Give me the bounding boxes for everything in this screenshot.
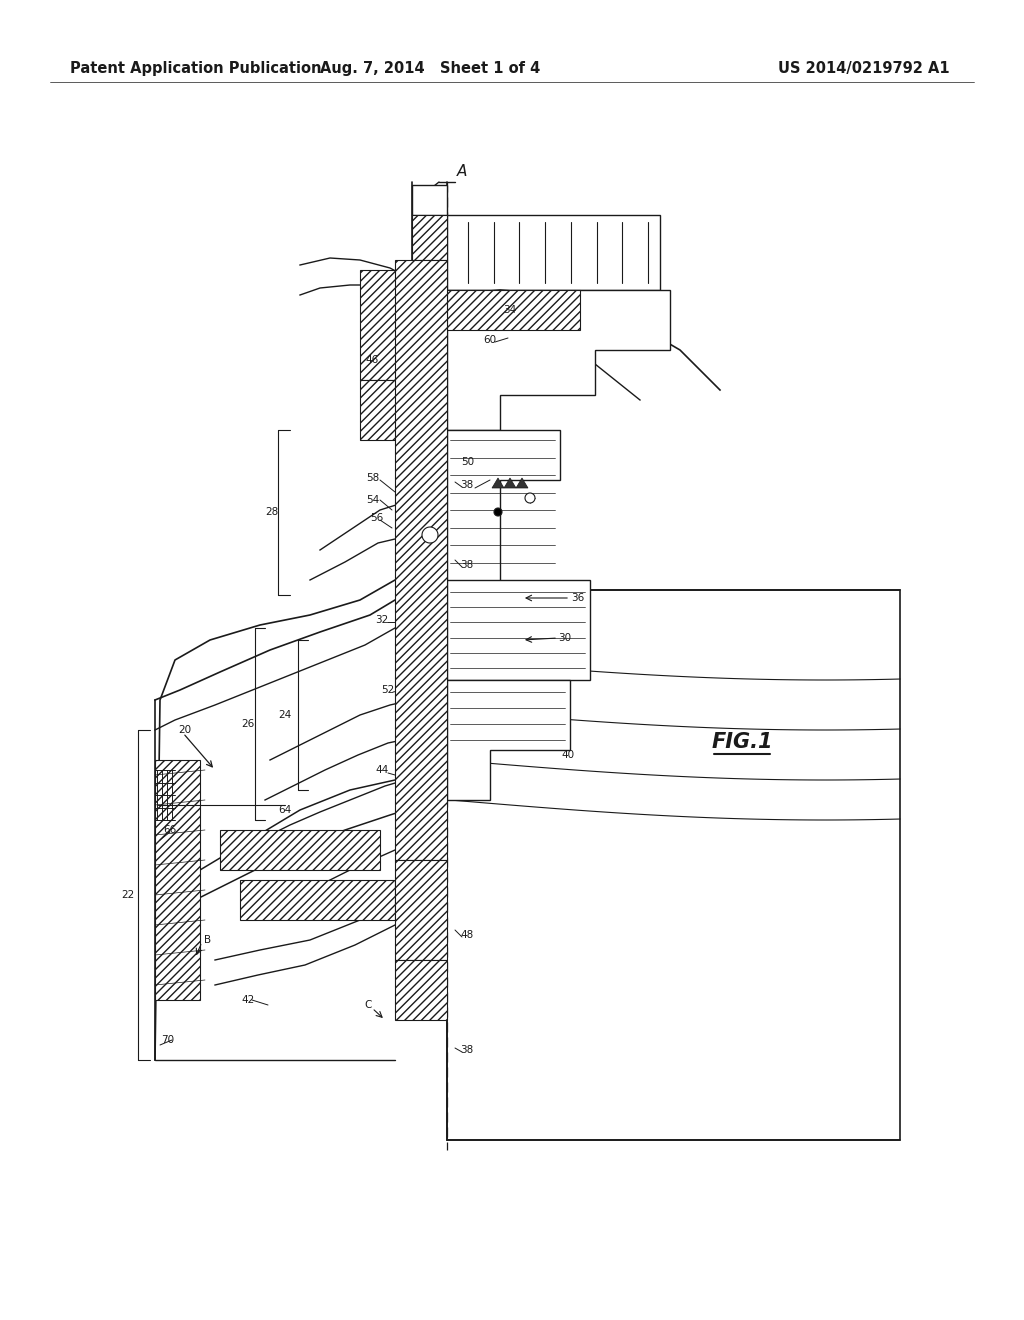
Text: 58: 58 bbox=[367, 473, 380, 483]
Polygon shape bbox=[504, 478, 516, 488]
Text: 20: 20 bbox=[178, 725, 191, 735]
Polygon shape bbox=[422, 527, 438, 543]
Text: 26: 26 bbox=[242, 719, 255, 729]
Text: 52: 52 bbox=[381, 685, 394, 696]
Polygon shape bbox=[525, 492, 535, 503]
Text: 48: 48 bbox=[461, 931, 474, 940]
Text: 50: 50 bbox=[462, 457, 474, 467]
Text: B: B bbox=[205, 935, 212, 945]
Text: 70: 70 bbox=[162, 1035, 174, 1045]
Polygon shape bbox=[447, 215, 660, 290]
Polygon shape bbox=[447, 579, 590, 680]
Text: Aug. 7, 2014   Sheet 1 of 4: Aug. 7, 2014 Sheet 1 of 4 bbox=[319, 61, 540, 75]
Text: 46: 46 bbox=[366, 355, 379, 366]
Text: 66: 66 bbox=[164, 825, 176, 836]
Text: 34: 34 bbox=[504, 305, 517, 315]
Polygon shape bbox=[220, 830, 380, 870]
Text: 30: 30 bbox=[558, 634, 571, 643]
Text: 32: 32 bbox=[376, 615, 389, 624]
Text: C: C bbox=[365, 1001, 372, 1010]
Text: 38: 38 bbox=[461, 480, 474, 490]
Text: US 2014/0219792 A1: US 2014/0219792 A1 bbox=[778, 61, 950, 75]
Text: 38: 38 bbox=[461, 560, 474, 570]
Text: 36: 36 bbox=[571, 593, 585, 603]
Text: 38: 38 bbox=[461, 1045, 474, 1055]
Polygon shape bbox=[516, 478, 528, 488]
Text: Patent Application Publication: Patent Application Publication bbox=[70, 61, 322, 75]
Text: 28: 28 bbox=[265, 507, 279, 517]
Polygon shape bbox=[395, 960, 447, 1020]
Polygon shape bbox=[395, 260, 447, 861]
Polygon shape bbox=[447, 290, 670, 430]
Polygon shape bbox=[412, 185, 447, 215]
Polygon shape bbox=[240, 880, 395, 920]
Text: 22: 22 bbox=[122, 890, 134, 900]
Text: 60: 60 bbox=[483, 335, 497, 345]
Polygon shape bbox=[447, 590, 900, 1140]
Polygon shape bbox=[412, 215, 447, 260]
Polygon shape bbox=[447, 430, 560, 590]
Polygon shape bbox=[395, 861, 447, 960]
Text: 24: 24 bbox=[279, 710, 292, 719]
Text: 54: 54 bbox=[367, 495, 380, 506]
Polygon shape bbox=[494, 508, 502, 516]
Text: 56: 56 bbox=[371, 513, 384, 523]
Text: FIG.1: FIG.1 bbox=[712, 731, 773, 752]
Text: A: A bbox=[457, 165, 467, 180]
Text: 40: 40 bbox=[561, 750, 574, 760]
Polygon shape bbox=[447, 290, 580, 330]
Text: 64: 64 bbox=[279, 805, 292, 814]
Polygon shape bbox=[360, 271, 412, 380]
Polygon shape bbox=[155, 760, 200, 1001]
Text: 44: 44 bbox=[376, 766, 389, 775]
Text: 42: 42 bbox=[242, 995, 255, 1005]
Polygon shape bbox=[360, 380, 412, 440]
Polygon shape bbox=[492, 478, 504, 488]
Polygon shape bbox=[447, 680, 570, 800]
